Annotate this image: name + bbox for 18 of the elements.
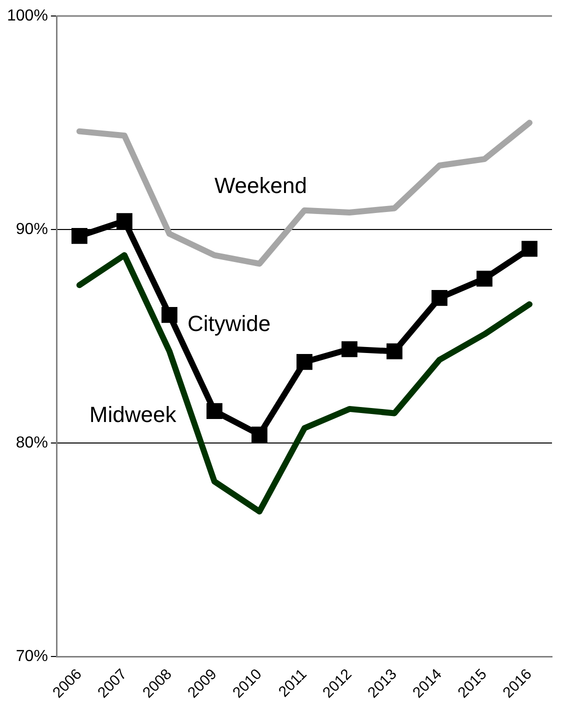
series-label: Weekend <box>214 172 307 198</box>
point <box>71 228 88 244</box>
point <box>206 403 222 420</box>
y-tick-label: 100% <box>7 7 48 24</box>
point <box>386 343 402 360</box>
point <box>116 213 132 229</box>
point <box>432 290 448 306</box>
point <box>342 341 358 358</box>
y-tick-label: 80% <box>16 434 48 452</box>
y-tick-label: 70% <box>16 648 48 666</box>
point <box>252 426 268 443</box>
y-tick-label: 90% <box>16 220 48 238</box>
point <box>161 307 178 323</box>
point <box>522 240 538 257</box>
point <box>296 354 312 370</box>
point <box>476 270 492 287</box>
series-label: Midweek <box>89 402 178 428</box>
series-label: Citywide <box>187 311 271 336</box>
